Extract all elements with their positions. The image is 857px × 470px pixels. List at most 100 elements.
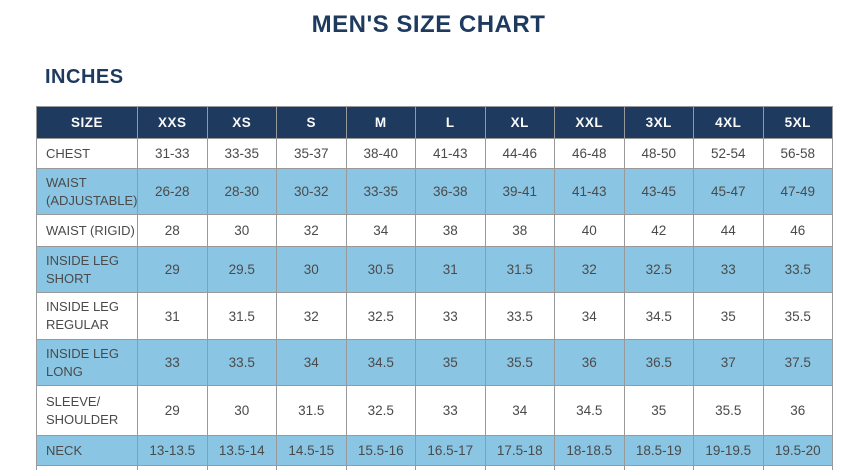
size-value-cell: 52-54	[693, 138, 764, 169]
size-value-cell: 46	[762, 214, 833, 247]
row-label: WAIST (RIGID)	[36, 214, 138, 247]
size-value-cell: 33.5	[484, 292, 555, 340]
size-value-cell: 35	[693, 292, 764, 340]
page-title: MEN'S SIZE CHART	[311, 11, 546, 38]
size-value-cell: 26-28	[137, 168, 208, 215]
size-value-cell: 41-43	[415, 138, 486, 169]
size-value-cell: 34	[484, 385, 555, 436]
size-value-cell: 35-37	[276, 138, 347, 169]
column-header-l: L	[415, 106, 486, 139]
table-row-chest: CHEST 31-33 33-35 35-37 38-40 41-43 44-4…	[36, 138, 833, 169]
table-row-partial-cutoff	[36, 465, 833, 470]
size-value-cell: 42	[623, 214, 694, 247]
size-value-cell: 35.5	[693, 385, 764, 436]
size-value-cell: 34.5	[345, 339, 416, 386]
row-label: NECK	[36, 435, 138, 466]
size-value-cell: 30.5	[345, 246, 416, 293]
size-value-cell: 29.5	[206, 246, 277, 293]
size-value-cell: 48-50	[623, 138, 694, 169]
size-value-cell: 38-40	[345, 138, 416, 169]
size-value-cell: 13.5-14	[206, 435, 277, 466]
row-label: INSIDE LEG LONG	[36, 339, 138, 386]
table-row-inside-leg-regular: INSIDE LEG REGULAR 31 31.5 32 32.5 33 33…	[36, 292, 833, 340]
size-value-cell: 37	[693, 339, 764, 386]
size-value-cell: 31	[415, 246, 486, 293]
column-header-m: M	[345, 106, 416, 139]
table-row-waist-rigid: WAIST (RIGID) 28 30 32 34 38 38 40 42 44…	[36, 214, 833, 247]
size-value-cell: 14.5-15	[276, 435, 347, 466]
size-value-cell: 45-47	[693, 168, 764, 215]
size-value-cell: 31-33	[137, 138, 208, 169]
size-value-cell: 28-30	[206, 168, 277, 215]
size-value-cell: 44	[693, 214, 764, 247]
column-header-xxl: XXL	[554, 106, 625, 139]
size-value-cell: 30-32	[276, 168, 347, 215]
size-value-cell: 32	[554, 246, 625, 293]
size-value-cell: 36-38	[415, 168, 486, 215]
column-header-4xl: 4XL	[693, 106, 764, 139]
size-value-cell: 33-35	[206, 138, 277, 169]
table-row-neck: NECK 13-13.5 13.5-14 14.5-15 15.5-16 16.…	[36, 435, 833, 466]
size-value-cell: 35	[415, 339, 486, 386]
size-value-cell: 47-49	[762, 168, 833, 215]
size-value-cell: 35.5	[762, 292, 833, 340]
size-value-cell: 46-48	[554, 138, 625, 169]
size-value-cell: 29	[137, 246, 208, 293]
size-value-cell: 33-35	[345, 168, 416, 215]
size-value-cell: 33	[693, 246, 764, 293]
size-value-cell: 40	[554, 214, 625, 247]
size-value-cell: 32.5	[623, 246, 694, 293]
size-value-cell: 38	[484, 214, 555, 247]
size-value-cell: 33	[137, 339, 208, 386]
size-value-cell: 15.5-16	[345, 435, 416, 466]
size-value-cell: 19-19.5	[693, 435, 764, 466]
row-label: INSIDE LEG SHORT	[36, 246, 138, 293]
size-value-cell: 16.5-17	[415, 435, 486, 466]
size-value-cell: 19.5-20	[762, 435, 833, 466]
column-header-3xl: 3XL	[623, 106, 694, 139]
column-header-xl: XL	[484, 106, 555, 139]
size-value-cell: 56-58	[762, 138, 833, 169]
size-value-cell: 18.5-19	[623, 435, 694, 466]
size-value-cell: 30	[206, 214, 277, 247]
size-value-cell: 29	[137, 385, 208, 436]
size-value-cell: 44-46	[484, 138, 555, 169]
size-value-cell: 31.5	[276, 385, 347, 436]
size-value-cell: 41-43	[554, 168, 625, 215]
column-header-5xl: 5XL	[762, 106, 833, 139]
size-chart-table: SIZE XXS XS S M L XL XXL 3XL 4XL 5XL CHE…	[36, 106, 833, 470]
size-value-cell: 39-41	[484, 168, 555, 215]
size-value-cell: 36.5	[623, 339, 694, 386]
size-value-cell: 38	[415, 214, 486, 247]
size-value-cell: 28	[137, 214, 208, 247]
size-value-cell: 30	[276, 246, 347, 293]
size-value-cell: 34.5	[623, 292, 694, 340]
size-value-cell: 13-13.5	[137, 435, 208, 466]
size-value-cell: 34	[554, 292, 625, 340]
size-value-cell: 33	[415, 292, 486, 340]
size-value-cell: 32.5	[345, 385, 416, 436]
size-value-cell: 35	[623, 385, 694, 436]
row-label: INSIDE LEG REGULAR	[36, 292, 138, 340]
table-row-inside-leg-short: INSIDE LEG SHORT 29 29.5 30 30.5 31 31.5…	[36, 246, 833, 293]
size-value-cell: 36	[554, 339, 625, 386]
size-value-cell: 33	[415, 385, 486, 436]
size-value-cell: 31.5	[484, 246, 555, 293]
size-value-cell: 18-18.5	[554, 435, 625, 466]
size-value-cell: 34	[276, 339, 347, 386]
size-value-cell: 30	[206, 385, 277, 436]
size-value-cell: 33.5	[762, 246, 833, 293]
units-heading: INCHES	[45, 66, 124, 88]
size-value-cell: 32	[276, 214, 347, 247]
column-header-xxs: XXS	[137, 106, 208, 139]
table-row-sleeve-shoulder: SLEEVE/ SHOULDER 29 30 31.5 32.5 33 34 3…	[36, 385, 833, 436]
column-header-s: S	[276, 106, 347, 139]
size-value-cell: 32	[276, 292, 347, 340]
size-value-cell: 17.5-18	[484, 435, 555, 466]
table-row-waist-adjustable: WAIST (ADJUSTABLE) 26-28 28-30 30-32 33-…	[36, 168, 833, 215]
column-header-xs: XS	[206, 106, 277, 139]
table-row-inside-leg-long: INSIDE LEG LONG 33 33.5 34 34.5 35 35.5 …	[36, 339, 833, 386]
size-value-cell: 34	[345, 214, 416, 247]
size-value-cell: 31.5	[206, 292, 277, 340]
size-value-cell: 37.5	[762, 339, 833, 386]
